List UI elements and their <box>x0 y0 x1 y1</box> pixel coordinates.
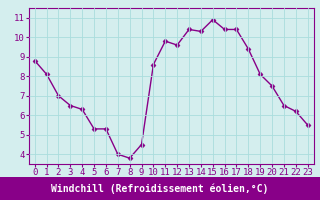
Text: Windchill (Refroidissement éolien,°C): Windchill (Refroidissement éolien,°C) <box>51 183 269 194</box>
